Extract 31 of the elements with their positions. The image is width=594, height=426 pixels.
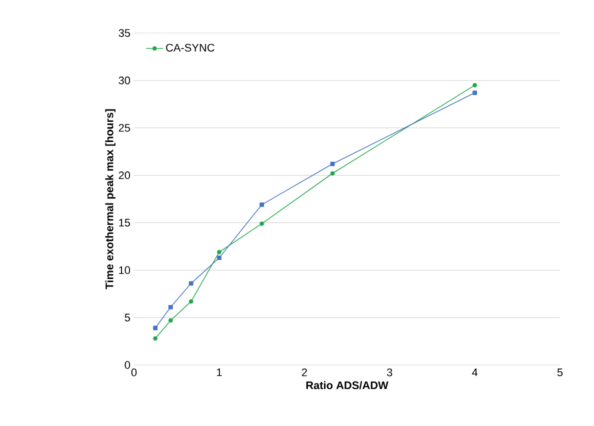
point <box>217 256 222 260</box>
x-tick-label: 3 <box>386 368 392 376</box>
point <box>153 336 158 341</box>
point <box>330 162 335 166</box>
point <box>168 304 173 310</box>
x-tick-label: 1 <box>216 368 222 376</box>
y-tick-label: 25 <box>118 124 130 132</box>
x-tick-label: 4 <box>472 368 478 376</box>
y-tick-label: 15 <box>119 218 130 227</box>
x-tick-label: 2 <box>302 368 307 376</box>
y-tick-label: 5 <box>124 314 130 322</box>
point <box>260 221 264 226</box>
y-tick-label: 10 <box>119 266 130 274</box>
y-tick-label: 0 <box>124 361 130 369</box>
point <box>472 82 477 88</box>
x-tick-label: 5 <box>557 368 563 376</box>
y-tick-label: 35 <box>118 29 130 37</box>
point <box>153 326 158 330</box>
legend-label: CA-SYNC <box>166 44 214 52</box>
y-tick-label: 30 <box>118 76 130 84</box>
y-axis-title: Time exothermal peak max [hours] <box>105 109 116 290</box>
y-tick-label: 20 <box>118 171 130 180</box>
point <box>168 318 173 323</box>
point <box>260 202 264 207</box>
x-axis-title: Ratio ADS/ADW <box>306 381 388 390</box>
point <box>217 250 222 254</box>
point <box>188 281 194 286</box>
point <box>188 299 194 304</box>
point <box>472 90 477 95</box>
point <box>330 171 335 176</box>
x-tick-label: 0 <box>131 368 137 376</box>
